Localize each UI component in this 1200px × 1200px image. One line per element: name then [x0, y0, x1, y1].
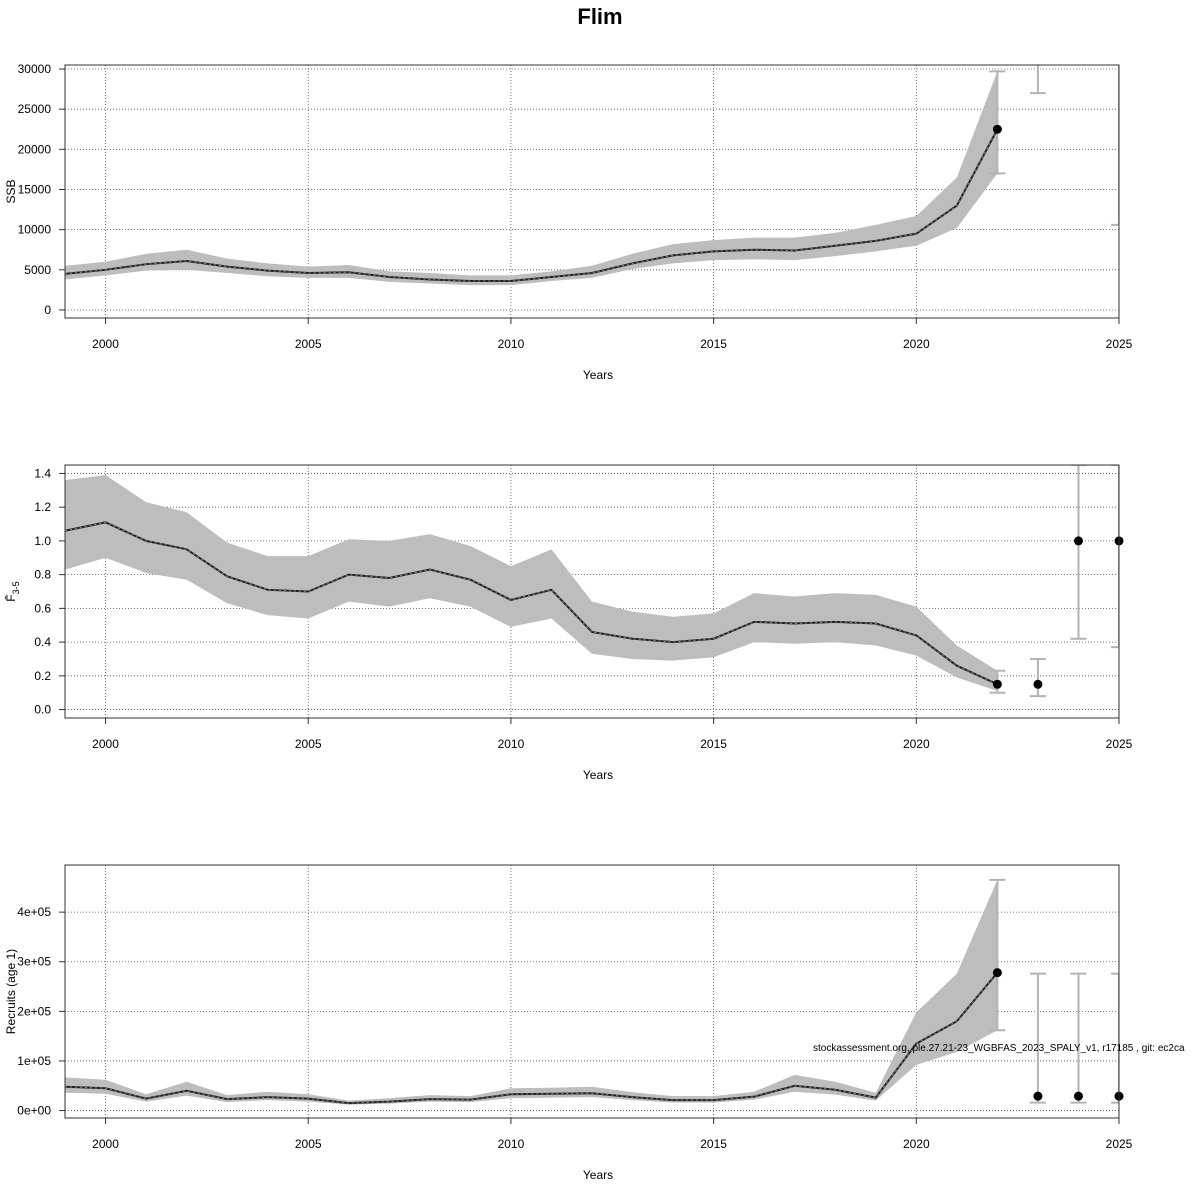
estimate-line-dots [64, 129, 998, 282]
x-tick-label: 2000 [92, 1137, 119, 1151]
y-tick-label: 4e+05 [17, 905, 51, 919]
y-tick-label: 3e+05 [17, 955, 51, 969]
y-tick-label: 0.4 [34, 635, 51, 649]
x-axis-label: Years [583, 768, 613, 782]
x-tick-label: 2015 [700, 337, 727, 351]
x-tick-label: 2005 [295, 337, 322, 351]
chart-panel-1: 2000 2005 2010 2015 2020 2025 0 5000 10000 15000 2… [4, 62, 1133, 382]
figure-title: Flim [577, 4, 622, 29]
y-tick-label: 20000 [18, 142, 52, 156]
y-tick-label: 1e+05 [17, 1054, 51, 1068]
y-tick-label: 2e+05 [17, 1004, 51, 1018]
x-tick-label: 2010 [498, 737, 525, 751]
y-tick-label: 0.0 [34, 703, 51, 717]
x-tick-label: 2000 [92, 337, 119, 351]
forecast-point-2023 [1033, 679, 1043, 689]
x-axis: 2000 2005 2010 2015 2020 2025 [92, 718, 1133, 751]
y-tick-label: 30000 [18, 62, 52, 76]
x-tick-label: 2005 [295, 1137, 322, 1151]
x-tick-label: 2010 [498, 337, 525, 351]
error-bars [989, 878, 1119, 1104]
y-axis: 0e+00 1e+05 2e+05 3e+05 4e+05 [17, 905, 65, 1118]
x-tick-label: 2020 [903, 737, 930, 751]
y-tick-label: 25000 [18, 102, 52, 116]
x-axis: 2000 2005 2010 2015 2020 2025 [92, 318, 1133, 351]
y-tick-label: 1.4 [34, 466, 51, 480]
confidence-band [65, 879, 998, 1105]
confidence-band [65, 475, 998, 692]
plot-frame [64, 464, 1120, 719]
forecast-point-2024 [1073, 1091, 1083, 1101]
x-tick-label: 2020 [903, 1137, 930, 1151]
y-tick-label: 0.8 [34, 568, 51, 582]
y-tick-label: 0 [44, 303, 51, 317]
y-tick-label: 1.0 [34, 534, 51, 548]
x-tick-label: 2025 [1106, 337, 1133, 351]
forecast-point-2022 [992, 679, 1002, 689]
x-tick-label: 2020 [903, 337, 930, 351]
panels: 2000 2005 2010 2015 2020 2025 0 5000 10000 15000 2… [4, 62, 1133, 1182]
forecast-point-2022 [992, 124, 1002, 134]
x-tick-label: 2010 [498, 1137, 525, 1151]
y-tick-label: 15000 [18, 182, 52, 196]
x-tick-label: 2025 [1106, 737, 1133, 751]
estimate-line [64, 972, 999, 1105]
x-tick-label: 2015 [700, 737, 727, 751]
estimate-line [64, 521, 998, 686]
y-tick-label: 1.2 [34, 500, 51, 514]
x-tick-label: 2000 [92, 737, 119, 751]
x-axis-label: Years [583, 1168, 613, 1182]
y-tick-label: 0e+00 [17, 1104, 51, 1118]
y-axis-label: Recruits (age 1) [4, 949, 18, 1034]
credit-text: stockassessment.org, ple.27.21-23_WGBFAS… [813, 1043, 1185, 1054]
chart-panel-3: 2000 2005 2010 2015 2020 2025 0e+00 1e+05 2e+05 3… [4, 864, 1133, 1182]
y-axis-label: SSB [4, 179, 18, 203]
y-axis: 0.0 0.2 0.4 0.6 0.8 1.0 1.2 1.4 [34, 466, 65, 717]
forecast-point-2022 [992, 968, 1002, 978]
plot-frame [64, 64, 1120, 319]
error-bars [989, 65, 1119, 226]
y-tick-label: 10000 [18, 223, 52, 237]
x-axis-label: Years [583, 368, 613, 382]
forecast-point-2023 [1033, 1091, 1043, 1101]
error-bars [989, 465, 1119, 698]
y-axis-label: F̄3-5 [4, 581, 21, 601]
y-tick-label: 0.2 [34, 669, 51, 683]
y-axis: 0 5000 10000 15000 20000 25000 30000 [18, 62, 65, 317]
x-tick-label: 2015 [700, 1137, 727, 1151]
y-axis-label-sub: 3-5 [11, 581, 21, 594]
forecast-point-2024 [1073, 536, 1083, 546]
x-tick-label: 2025 [1106, 1137, 1133, 1151]
chart-panel-2: 2000 2005 2010 2015 2020 2025 0.0 0.2 0.4 0.6 0.8 1… [4, 464, 1133, 782]
y-tick-label: 0.6 [34, 601, 51, 615]
confidence-band [65, 71, 998, 286]
x-axis: 2000 2005 2010 2015 2020 2025 [92, 1118, 1133, 1151]
plot-frame [64, 864, 1120, 1119]
x-tick-label: 2005 [295, 737, 322, 751]
estimate-line-dots [64, 972, 998, 1104]
y-axis-label-main: F̄ [4, 594, 18, 601]
y-tick-label: 5000 [24, 263, 51, 277]
